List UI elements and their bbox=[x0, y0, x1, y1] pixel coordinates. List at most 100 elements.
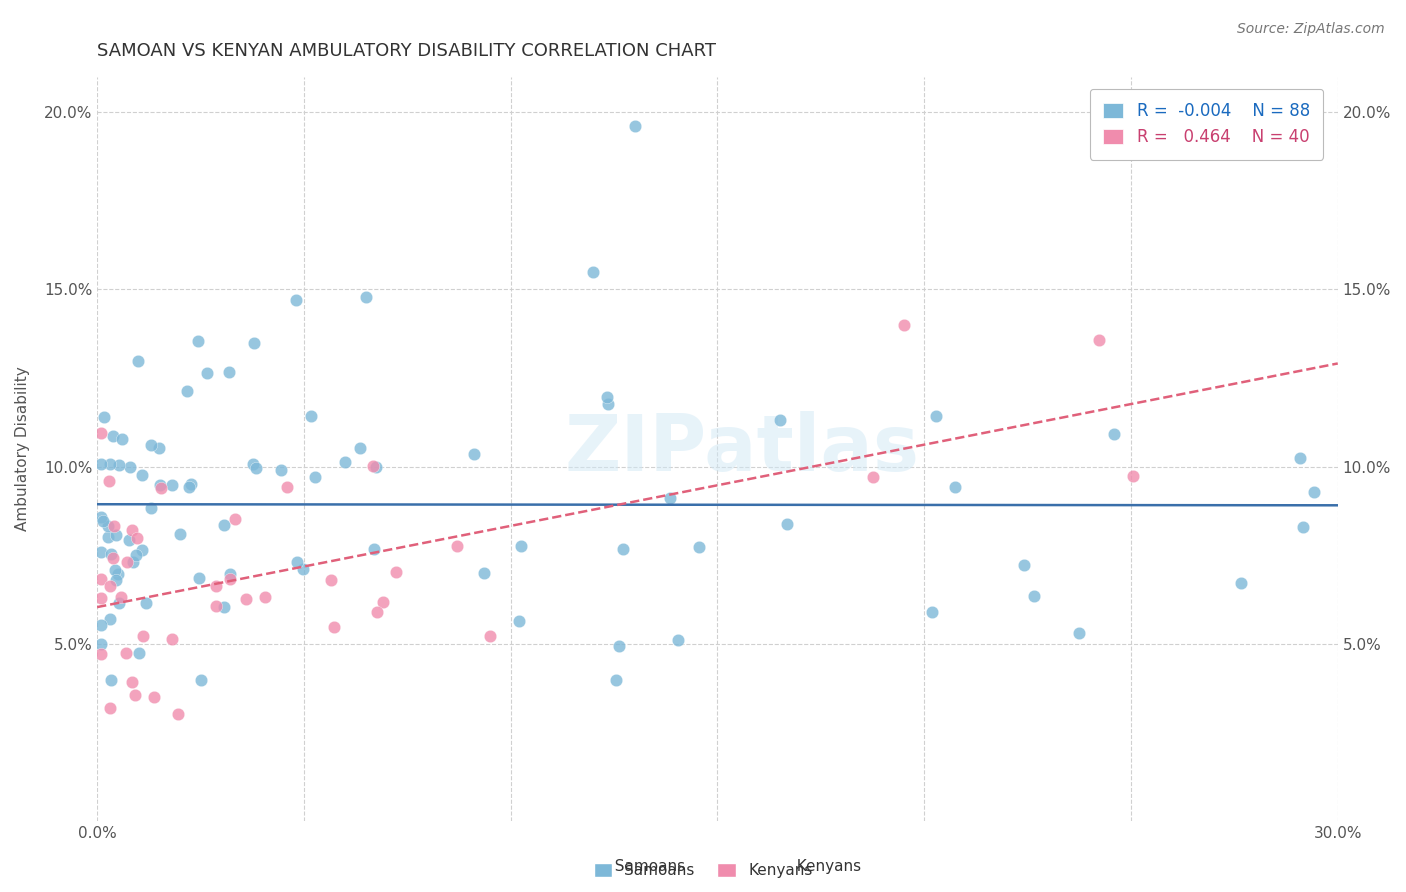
Point bbox=[169, 527, 191, 541]
Point bbox=[111, 432, 134, 446]
Point bbox=[776, 516, 799, 531]
Point bbox=[472, 566, 495, 580]
Point bbox=[131, 629, 153, 643]
Point bbox=[321, 574, 343, 588]
Point bbox=[361, 459, 384, 474]
Point bbox=[100, 673, 122, 687]
Point bbox=[943, 480, 966, 494]
Point bbox=[605, 673, 627, 687]
Point bbox=[292, 562, 315, 576]
Point bbox=[167, 707, 190, 722]
Point bbox=[921, 605, 943, 619]
Point bbox=[97, 530, 120, 544]
Point bbox=[508, 614, 530, 628]
Point bbox=[104, 563, 127, 577]
Point bbox=[322, 620, 344, 634]
Point bbox=[176, 384, 198, 398]
Point bbox=[219, 566, 242, 581]
Point bbox=[242, 457, 264, 471]
Text: ZIPatlas: ZIPatlas bbox=[565, 411, 920, 487]
Point bbox=[90, 618, 112, 632]
Point bbox=[115, 555, 138, 569]
Point bbox=[219, 572, 242, 586]
Point bbox=[121, 674, 143, 689]
Point bbox=[212, 518, 235, 533]
Point bbox=[128, 646, 150, 660]
Point bbox=[1069, 626, 1091, 640]
Point bbox=[108, 596, 131, 610]
Point bbox=[142, 690, 165, 705]
Point bbox=[1012, 558, 1035, 572]
Point bbox=[607, 640, 630, 654]
Point bbox=[131, 543, 153, 558]
Point bbox=[98, 475, 121, 489]
Point bbox=[135, 596, 157, 610]
Point bbox=[98, 457, 121, 471]
Point bbox=[596, 396, 619, 410]
Point bbox=[162, 632, 184, 646]
Point bbox=[125, 531, 148, 545]
Point bbox=[105, 528, 128, 542]
Point bbox=[385, 565, 408, 579]
Point bbox=[131, 468, 153, 483]
Text: Kenyans: Kenyans bbox=[787, 859, 862, 874]
Point bbox=[90, 509, 112, 524]
Point bbox=[363, 541, 385, 556]
Point bbox=[149, 481, 172, 495]
Point bbox=[1122, 469, 1144, 483]
Point bbox=[270, 462, 292, 476]
Point bbox=[446, 539, 468, 553]
Point bbox=[666, 633, 689, 648]
Point bbox=[90, 457, 112, 471]
Point bbox=[1022, 589, 1045, 603]
Point bbox=[187, 334, 209, 348]
Point bbox=[1088, 333, 1111, 347]
Point bbox=[284, 293, 307, 307]
Point bbox=[479, 629, 502, 643]
Point bbox=[205, 578, 228, 592]
Point bbox=[93, 410, 115, 425]
Point bbox=[893, 318, 915, 332]
Point bbox=[510, 539, 533, 553]
Point bbox=[349, 441, 371, 455]
Point bbox=[103, 519, 125, 533]
Point bbox=[121, 523, 143, 537]
Point bbox=[177, 481, 200, 495]
Point bbox=[245, 461, 267, 475]
Point bbox=[623, 120, 645, 134]
Point bbox=[276, 480, 298, 494]
Point bbox=[1302, 485, 1324, 500]
Point bbox=[925, 409, 948, 423]
Point bbox=[187, 571, 209, 585]
Point bbox=[688, 540, 710, 554]
Point bbox=[90, 647, 112, 661]
Legend: R =  -0.004    N = 88, R =   0.464    N = 40: R = -0.004 N = 88, R = 0.464 N = 40 bbox=[1090, 88, 1323, 160]
Point bbox=[299, 409, 322, 424]
Point bbox=[127, 354, 149, 368]
Point bbox=[1292, 519, 1315, 533]
Point bbox=[101, 428, 124, 442]
Point bbox=[1102, 427, 1125, 442]
Point bbox=[212, 600, 235, 615]
Point bbox=[253, 591, 276, 605]
Point bbox=[304, 470, 326, 484]
Point bbox=[371, 595, 394, 609]
Point bbox=[90, 573, 112, 587]
Point bbox=[195, 366, 218, 380]
Point bbox=[91, 514, 114, 528]
Point bbox=[190, 673, 212, 687]
Point bbox=[108, 458, 131, 472]
Point bbox=[366, 605, 388, 619]
Point bbox=[596, 390, 619, 404]
Point bbox=[463, 447, 485, 461]
Point bbox=[205, 599, 228, 613]
Point bbox=[139, 500, 162, 515]
Point bbox=[862, 470, 884, 484]
Point bbox=[90, 426, 112, 441]
Point bbox=[104, 573, 127, 587]
Point bbox=[98, 701, 121, 715]
Point bbox=[1289, 450, 1312, 465]
Point bbox=[90, 637, 112, 651]
Point bbox=[285, 555, 308, 569]
Point bbox=[139, 438, 162, 452]
